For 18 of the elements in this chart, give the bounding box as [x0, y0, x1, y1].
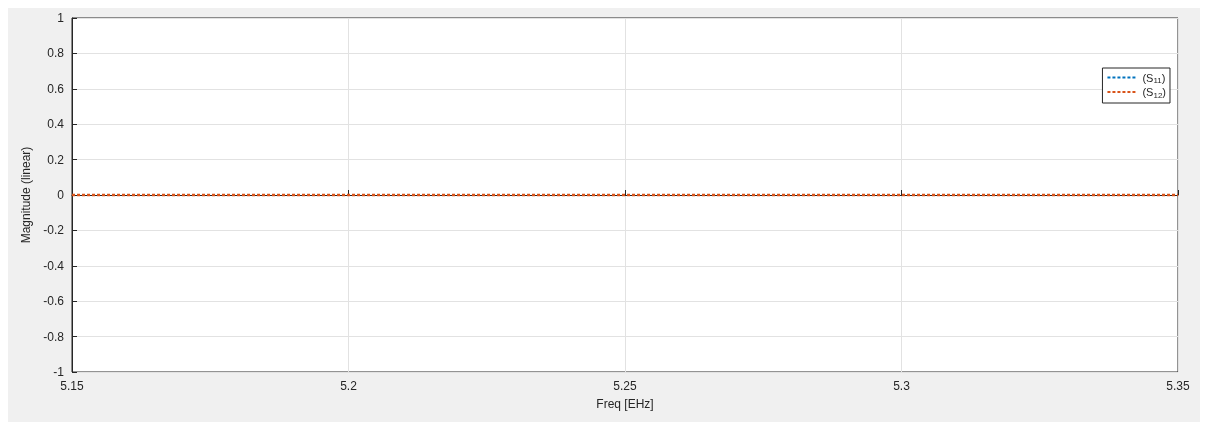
- x-axis-title: Freq [EHz]: [596, 397, 654, 411]
- y-tick-label: 0: [57, 188, 65, 202]
- y-tick-label: 1: [57, 11, 65, 25]
- y-tick-label: 0.6: [47, 81, 65, 96]
- y-tick-label: -0.4: [43, 258, 65, 273]
- y-tick-label: -0.8: [43, 329, 65, 344]
- y-tick-label: 0.4: [47, 117, 65, 132]
- x-tick-label: 5.3: [893, 379, 911, 393]
- y-tick-label: -0.2: [43, 223, 65, 238]
- y-tick-label: -0.6: [43, 294, 65, 309]
- x-tick-label: 5.25: [613, 379, 637, 393]
- y-tick-label: -1: [53, 365, 65, 379]
- x-tick-label: 5.2: [340, 379, 358, 393]
- x-tick-label: 5.35: [1166, 379, 1190, 393]
- y-axis-title: Magnitude (linear): [19, 146, 33, 244]
- y-tick-label: 0.2: [47, 152, 65, 167]
- y-tick-label: 0.8: [47, 46, 65, 61]
- x-tick-label: 5.15: [60, 379, 84, 393]
